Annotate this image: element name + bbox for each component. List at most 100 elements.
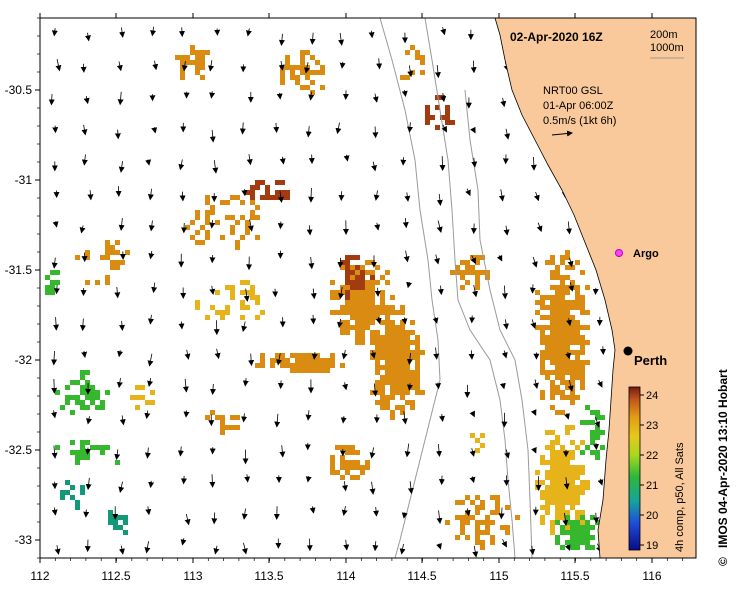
current-vector (243, 288, 250, 302)
sst-pixel (560, 325, 565, 330)
current-vector (247, 219, 254, 232)
sst-pixel (565, 470, 570, 475)
current-vector (147, 353, 154, 367)
sst-pixel (340, 290, 345, 295)
current-vector (305, 476, 312, 483)
sst-pixel (465, 515, 470, 520)
sst-pixel (400, 320, 405, 325)
sst-pixel (480, 530, 485, 535)
sst-pixel (330, 455, 335, 460)
sst-pixel (290, 75, 295, 80)
sst-pixel (550, 260, 555, 265)
sst-pixel (123, 515, 128, 520)
sst-pixel (460, 260, 465, 265)
sst-pixel (555, 455, 560, 460)
sst-pixel (385, 305, 390, 310)
sst-pixel (195, 70, 200, 75)
sst-pixel (550, 455, 555, 460)
sst-pixel (575, 495, 580, 500)
sst-pixel (570, 390, 575, 395)
sst-pixel (390, 310, 395, 315)
sst-pixel (550, 525, 555, 530)
copyright-icon: © (716, 557, 730, 566)
sst-pixel (215, 290, 220, 295)
sst-pixel (550, 480, 555, 485)
sst-pixel (370, 280, 375, 285)
current-vector (407, 481, 414, 495)
sst-pixel (405, 340, 410, 345)
current-vector (83, 96, 90, 105)
sst-pixel (410, 380, 415, 385)
sst-pixel (475, 285, 480, 290)
current-vector (465, 188, 471, 197)
sst-pixel (385, 405, 390, 410)
sst-pixel (580, 300, 585, 305)
sst-pixel (595, 415, 600, 420)
sst-pixel (390, 340, 395, 345)
sst-pixel (560, 545, 565, 550)
sst-pixel (345, 330, 350, 335)
sst-pixel (360, 465, 365, 470)
sst-pixel (315, 60, 320, 65)
sst-pixel (330, 280, 335, 285)
sst-pixel (400, 395, 405, 400)
current-vector (406, 281, 413, 289)
current-vector (83, 509, 90, 518)
sst-pixel (60, 495, 65, 500)
sst-pixel (590, 545, 595, 550)
sst-pixel (590, 535, 595, 540)
current-vector (209, 91, 216, 99)
sst-pixel (550, 380, 555, 385)
sst-pixel (555, 460, 560, 465)
sst-pixel (360, 305, 365, 310)
sst-pixel (480, 520, 485, 525)
current-vector (308, 256, 315, 270)
sst-pixel (270, 363, 275, 368)
sst-pixel (555, 345, 560, 350)
sst-pixel (550, 470, 555, 475)
sst-pixel (210, 210, 215, 215)
current-vector (54, 545, 61, 555)
wind-scale-label: 0.5m/s (1kt 6h) (543, 115, 616, 127)
sst-pixel (390, 360, 395, 365)
sst-pixel (390, 325, 395, 330)
sst-pixel (540, 520, 545, 525)
sst-pixel (550, 405, 555, 410)
sst-pixel (550, 255, 555, 260)
sst-pixel (200, 240, 205, 245)
sst-pixel (375, 315, 380, 320)
sst-pixel (290, 70, 295, 75)
sst-pixel (345, 325, 350, 330)
sst-pixel (560, 530, 565, 535)
sst-pixel (400, 375, 405, 380)
sst-pixel (575, 470, 580, 475)
sst-pixel (255, 205, 260, 210)
sst-pixel (95, 395, 100, 400)
sst-pixel (385, 330, 390, 335)
current-vector (343, 539, 350, 551)
sst-pixel (555, 520, 560, 525)
current-vector (177, 446, 184, 457)
sst-pixel (250, 285, 255, 290)
sst-pixel (555, 265, 560, 270)
sst-pixel (330, 465, 335, 470)
sst-pixel (400, 325, 405, 330)
sst-pixel (395, 405, 400, 410)
current-vector (597, 379, 603, 388)
sst-pixel (590, 525, 595, 530)
sst-pixel (350, 295, 355, 300)
current-vector (209, 129, 216, 143)
current-vector (118, 217, 125, 231)
sst-pixel (108, 520, 113, 525)
sst-pixel (560, 260, 565, 265)
current-vector (568, 282, 575, 292)
sst-pixel (575, 340, 580, 345)
sst-pixel (375, 380, 380, 385)
sst-pixel (585, 530, 590, 535)
current-vector (531, 446, 537, 454)
sst-pixel (280, 358, 285, 363)
sst-pixel (320, 65, 325, 70)
current-vector (594, 416, 601, 428)
sst-pixel (135, 405, 140, 410)
sst-pixel (320, 363, 325, 368)
